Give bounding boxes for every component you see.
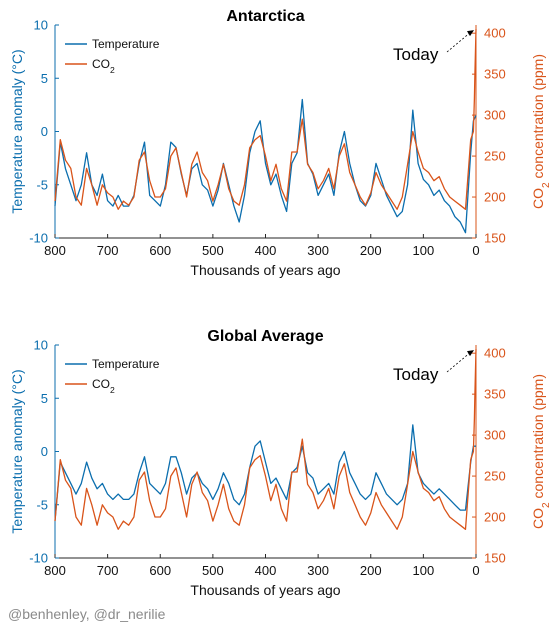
- chart-title: Antarctica: [226, 8, 304, 25]
- x-axis-label: Thousands of years ago: [190, 582, 340, 598]
- x-tick-label: 400: [255, 563, 277, 578]
- x-tick-label: 800: [44, 563, 66, 578]
- credit-text: @benhenley, @dr_nerilie: [8, 606, 166, 622]
- x-tick-label: 700: [97, 243, 119, 258]
- right-y-tick-label: 350: [484, 387, 506, 402]
- x-tick-label: 100: [413, 563, 435, 578]
- x-tick-label: 300: [307, 563, 329, 578]
- right-y-tick-label: 200: [484, 510, 506, 525]
- left-y-tick-label: -10: [29, 551, 48, 566]
- x-tick-label: 600: [149, 243, 171, 258]
- right-y-tick-label: 300: [484, 428, 506, 443]
- x-tick-label: 0: [472, 243, 479, 258]
- left-y-tick-label: 5: [41, 71, 48, 86]
- x-tick-label: 200: [360, 563, 382, 578]
- annotation-arrowhead: [467, 350, 474, 357]
- right-y-tick-label: 150: [484, 231, 506, 246]
- right-y-tick-label: 400: [484, 346, 506, 361]
- right-y-tick-label: 200: [484, 190, 506, 205]
- right-y-tick-label: 400: [484, 26, 506, 41]
- right-y-tick-label: 150: [484, 551, 506, 566]
- annotation-arrow: [446, 350, 473, 373]
- co2-series-line: [54, 29, 477, 210]
- right-y-tick-label: 350: [484, 67, 506, 82]
- x-tick-label: 200: [360, 243, 382, 258]
- temperature-series-line: [54, 98, 477, 234]
- x-tick-label: 500: [202, 243, 224, 258]
- legend-label: Temperature: [92, 37, 160, 51]
- temperature-series-line: [54, 424, 476, 521]
- left-y-axis-label: Temperature anomaly (°C): [9, 49, 25, 213]
- x-tick-label: 400: [255, 243, 277, 258]
- legend-label: CO2: [92, 57, 115, 75]
- annotation-text: Today: [393, 45, 439, 64]
- left-y-tick-label: 0: [41, 444, 48, 459]
- left-y-tick-label: 5: [41, 391, 48, 406]
- left-y-tick-label: 10: [34, 338, 48, 353]
- chart-title: Global Average: [207, 328, 323, 345]
- annotation-arrow: [446, 30, 473, 53]
- legend: Temperature CO2: [65, 357, 160, 395]
- legend: Temperature CO2: [65, 37, 160, 75]
- right-y-tick-label: 250: [484, 149, 506, 164]
- x-tick-label: 100: [413, 243, 435, 258]
- left-y-tick-label: -10: [29, 231, 48, 246]
- annotation-arrowhead: [467, 30, 474, 37]
- right-y-axis-label: CO2 concentration (ppm): [530, 374, 552, 529]
- x-tick-label: 800: [44, 243, 66, 258]
- left-y-tick-label: 0: [41, 124, 48, 139]
- left-y-tick-label: -5: [36, 177, 48, 192]
- x-tick-label: 600: [149, 563, 171, 578]
- legend-label: Temperature: [92, 357, 160, 371]
- x-tick-label: 500: [202, 563, 224, 578]
- right-y-tick-label: 250: [484, 469, 506, 484]
- right-y-axis-label: CO2 concentration (ppm): [530, 54, 552, 209]
- x-tick-label: 0: [472, 563, 479, 578]
- x-tick-label: 700: [97, 563, 119, 578]
- right-y-tick-label: 300: [484, 108, 506, 123]
- left-y-tick-label: 10: [34, 18, 48, 33]
- x-axis-label: Thousands of years ago: [190, 262, 340, 278]
- legend-label: CO2: [92, 377, 115, 395]
- left-y-axis-label: Temperature anomaly (°C): [9, 369, 25, 533]
- left-y-tick-label: -5: [36, 497, 48, 512]
- x-tick-label: 300: [307, 243, 329, 258]
- co2-series-line: [54, 349, 477, 530]
- annotation-text: Today: [393, 365, 439, 384]
